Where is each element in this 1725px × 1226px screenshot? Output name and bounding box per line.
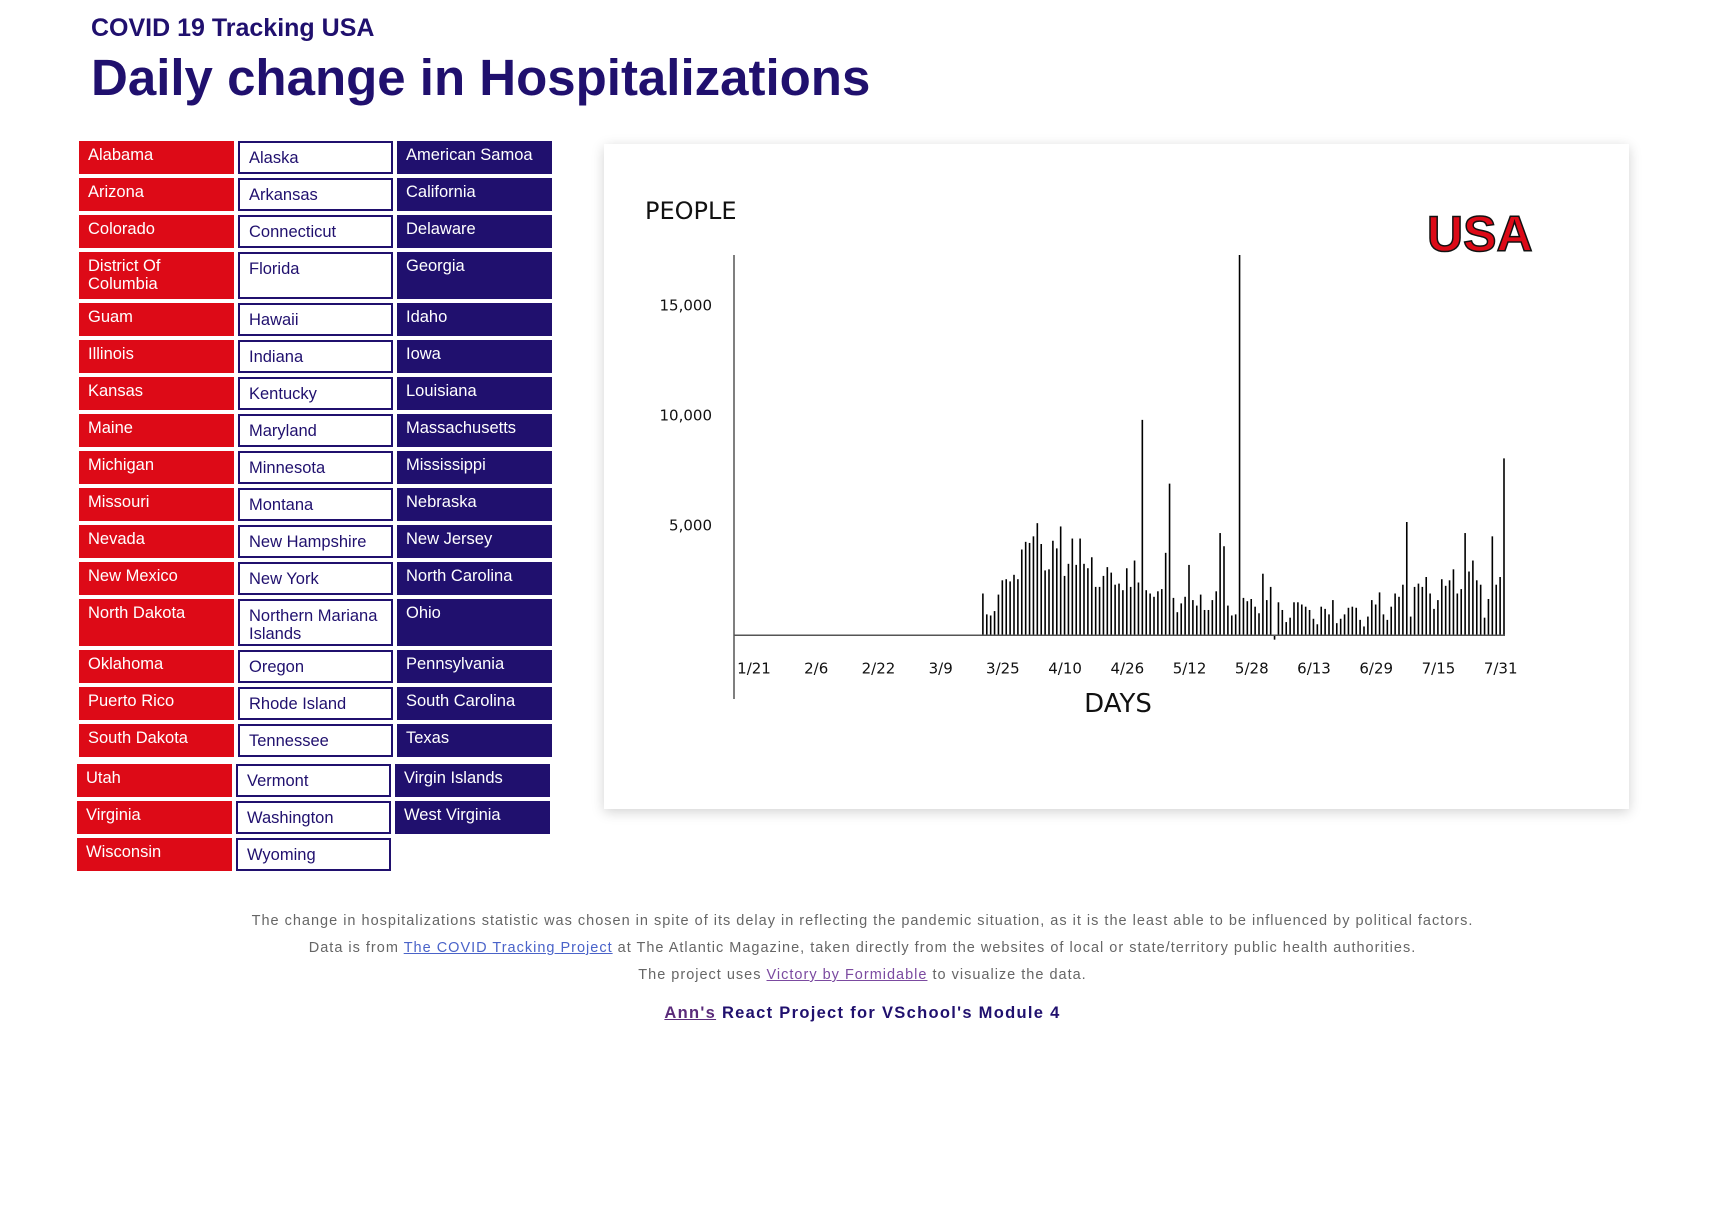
x-tick-label: 2/6: [804, 659, 828, 677]
victory-link[interactable]: Victory by Formidable: [766, 967, 928, 983]
state-button-rhode-island[interactable]: Rhode Island: [238, 687, 393, 720]
footer-line-2-post: at The Atlantic Magazine, taken directly…: [612, 940, 1417, 956]
state-button-new-hampshire[interactable]: New Hampshire: [238, 525, 393, 558]
state-button-texas[interactable]: Texas: [397, 724, 552, 757]
x-tick-labels: 1/21 2/6 2/22 3/9 3/25 4/10 4/26 5/12 5/28 6/13 6/…: [737, 659, 1517, 677]
state-button-guam[interactable]: Guam: [79, 303, 234, 336]
credit-line: Ann's React Project for VSchool's Module…: [0, 1004, 1725, 1023]
state-column-white: Alaska Arkansas Connecticut Florida Hawaii In…: [236, 141, 393, 872]
chart-card: PEOPLE USA DAYS 5,000 10,000 15,000 1/21 2/…: [604, 144, 1629, 809]
covid-tracking-link[interactable]: The COVID Tracking Project: [403, 940, 613, 956]
y-tick-label: 5,000: [669, 516, 712, 534]
state-button-ohio[interactable]: Ohio: [397, 599, 552, 646]
footer-line-1: The change in hospitalizations statistic…: [251, 913, 1474, 929]
state-button-california[interactable]: California: [397, 178, 552, 211]
chart-axes: [733, 255, 1505, 699]
credit-text: React Project for VSchool's Module 4: [716, 1004, 1061, 1022]
page-title: Daily change in Hospitalizations: [91, 49, 871, 106]
state-button-south-dakota[interactable]: South Dakota: [79, 724, 234, 757]
site-subtitle: COVID 19 Tracking USA: [91, 14, 375, 42]
x-tick-label: 5/12: [1173, 659, 1207, 677]
x-tick-label: 7/15: [1422, 659, 1456, 677]
x-tick-label: 4/26: [1110, 659, 1144, 677]
hospitalizations-chart: PEOPLE USA DAYS 5,000 10,000 15,000 1/21 2/…: [645, 197, 1533, 719]
state-button-virgin-islands[interactable]: Virgin Islands: [395, 764, 550, 797]
x-tick-label: 6/29: [1359, 659, 1393, 677]
y-tick-label: 10,000: [660, 406, 713, 424]
state-button-connecticut[interactable]: Connecticut: [238, 215, 393, 248]
state-button-oklahoma[interactable]: Oklahoma: [79, 650, 234, 683]
state-button-washington[interactable]: Washington: [236, 801, 391, 834]
state-button-kentucky[interactable]: Kentucky: [238, 377, 393, 410]
x-tick-label: 4/10: [1048, 659, 1082, 677]
x-tick-label: 3/25: [986, 659, 1020, 677]
state-button-maryland[interactable]: Maryland: [238, 414, 393, 447]
state-button-montana[interactable]: Montana: [238, 488, 393, 521]
state-button-wisconsin[interactable]: Wisconsin: [77, 838, 232, 871]
state-column-red: Alabama Arizona Colorado District Of Columb…: [77, 141, 234, 872]
state-button-illinois[interactable]: Illinois: [79, 340, 234, 373]
state-button-south-carolina[interactable]: South Carolina: [397, 687, 552, 720]
footer-line-3-pre: The project uses: [638, 967, 767, 983]
x-tick-label: 7/31: [1484, 659, 1518, 677]
x-tick-label: 3/9: [929, 659, 953, 677]
state-button-virginia[interactable]: Virginia: [77, 801, 232, 834]
state-button-pennsylvania[interactable]: Pennsylvania: [397, 650, 552, 683]
footer-note: The change in hospitalizations statistic…: [0, 913, 1725, 929]
x-tick-label: 5/28: [1235, 659, 1269, 677]
state-button-colorado[interactable]: Colorado: [79, 215, 234, 248]
x-tick-label: 2/22: [862, 659, 896, 677]
state-button-kansas[interactable]: Kansas: [79, 377, 234, 410]
state-button-louisiana[interactable]: Louisiana: [397, 377, 552, 410]
state-button-new-york[interactable]: New York: [238, 562, 393, 595]
state-button-northern-mariana-islands[interactable]: Northern Mariana Islands: [238, 599, 393, 646]
state-button-oregon[interactable]: Oregon: [238, 650, 393, 683]
footer-tools: The project uses Victory by Formidable t…: [0, 967, 1725, 983]
state-button-maine[interactable]: Maine: [79, 414, 234, 447]
state-button-west-virginia[interactable]: West Virginia: [395, 801, 550, 834]
state-button-mississippi[interactable]: Mississippi: [397, 451, 552, 484]
state-button-hawaii[interactable]: Hawaii: [238, 303, 393, 336]
state-button-florida[interactable]: Florida: [238, 252, 393, 299]
state-button-arizona[interactable]: Arizona: [79, 178, 234, 211]
bar-series: [982, 255, 1505, 640]
state-button-puerto-rico[interactable]: Puerto Rico: [79, 687, 234, 720]
state-button-district-of-columbia[interactable]: District Of Columbia: [79, 252, 234, 299]
state-button-north-carolina[interactable]: North Carolina: [397, 562, 552, 595]
state-button-alabama[interactable]: Alabama: [79, 141, 234, 174]
state-button-idaho[interactable]: Idaho: [397, 303, 552, 336]
state-button-new-mexico[interactable]: New Mexico: [79, 562, 234, 595]
state-button-nebraska[interactable]: Nebraska: [397, 488, 552, 521]
state-column-purple: American Samoa California Delaware Georgia I…: [395, 141, 552, 835]
state-button-delaware[interactable]: Delaware: [397, 215, 552, 248]
chart-title: USA: [1427, 206, 1533, 262]
state-button-tennessee[interactable]: Tennessee: [238, 724, 393, 757]
state-button-american-samoa[interactable]: American Samoa: [397, 141, 552, 174]
state-button-minnesota[interactable]: Minnesota: [238, 451, 393, 484]
state-button-alaska[interactable]: Alaska: [238, 141, 393, 174]
state-button-vermont[interactable]: Vermont: [236, 764, 391, 797]
footer-line-3-post: to visualize the data.: [927, 967, 1087, 983]
state-button-indiana[interactable]: Indiana: [238, 340, 393, 373]
state-button-new-jersey[interactable]: New Jersey: [397, 525, 552, 558]
state-button-arkansas[interactable]: Arkansas: [238, 178, 393, 211]
footer-line-2-pre: Data is from: [308, 940, 404, 956]
state-button-north-dakota[interactable]: North Dakota: [79, 599, 234, 646]
y-tick-label: 15,000: [660, 297, 713, 315]
state-button-georgia[interactable]: Georgia: [397, 252, 552, 299]
state-button-massachusetts[interactable]: Massachusetts: [397, 414, 552, 447]
author-link[interactable]: Ann's: [664, 1004, 717, 1022]
y-tick-labels: 5,000 10,000 15,000: [660, 297, 713, 535]
state-button-nevada[interactable]: Nevada: [79, 525, 234, 558]
state-button-utah[interactable]: Utah: [77, 764, 232, 797]
footer-source: Data is from The COVID Tracking Project …: [0, 940, 1725, 956]
x-axis-label: DAYS: [1084, 689, 1152, 719]
state-button-missouri[interactable]: Missouri: [79, 488, 234, 521]
state-button-michigan[interactable]: Michigan: [79, 451, 234, 484]
y-axis-label: PEOPLE: [645, 197, 737, 225]
x-tick-label: 1/21: [737, 659, 771, 677]
x-tick-label: 6/13: [1297, 659, 1331, 677]
state-button-wyoming[interactable]: Wyoming: [236, 838, 391, 871]
state-button-iowa[interactable]: Iowa: [397, 340, 552, 373]
